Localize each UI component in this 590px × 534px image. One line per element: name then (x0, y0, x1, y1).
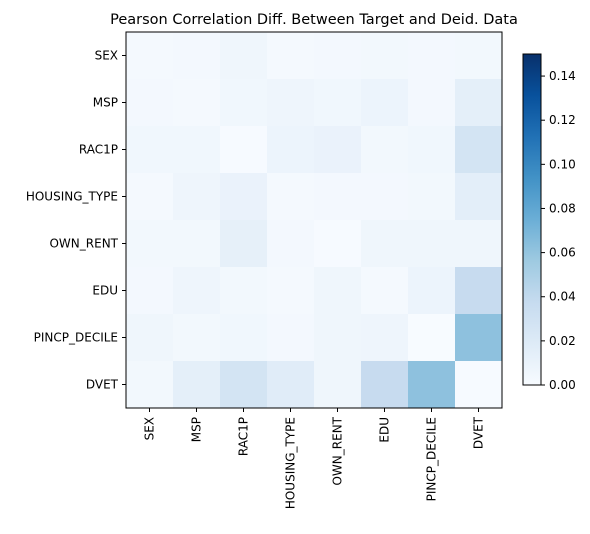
heatmap-cell (314, 126, 362, 174)
heatmap-cell (267, 361, 315, 409)
colorbar-frame (522, 53, 542, 386)
plot-frame (125, 31, 503, 409)
column-tick-label: OWN_RENT (331, 416, 345, 485)
row-tick-label: SEX (95, 49, 118, 63)
colorbar-tick-label: 0.02 (549, 334, 576, 348)
colorbar-tick-label: 0.00 (549, 378, 576, 392)
heatmap-cell (314, 79, 362, 127)
heatmap-cell (361, 32, 409, 80)
heatmap-cell (126, 32, 174, 80)
heatmap-cell (126, 361, 174, 409)
heatmap-cell (267, 126, 315, 174)
heatmap-cell (455, 126, 503, 174)
heatmap-cell (361, 267, 409, 315)
heatmap-cell (361, 79, 409, 127)
colorbar-tick-label: 0.06 (549, 246, 576, 260)
column-tick-label: MSP (190, 417, 204, 442)
row-tick-label: RAC1P (79, 143, 118, 157)
heatmap-cell (126, 267, 174, 315)
heatmap-cell (173, 314, 221, 362)
heatmap-cell (173, 32, 221, 80)
colorbar-tick-label: 0.12 (549, 113, 576, 127)
row-tick-label: HOUSING_TYPE (26, 190, 118, 204)
heatmap-cell (126, 126, 174, 174)
row-tick-labels: SEX MSP RAC1P HOUSING_TYPE OWN_RENT EDU PINCP_… (26, 49, 126, 392)
row-tick-label: PINCP_DECILE (34, 331, 118, 345)
row-tick-label: DVET (86, 378, 119, 392)
heatmap-cell (220, 220, 268, 268)
heatmap-cell (361, 314, 409, 362)
heatmap-cell (361, 220, 409, 268)
heatmap-cell (220, 32, 268, 80)
heatmap-cell (408, 361, 456, 409)
colorbar-tick-label: 0.04 (549, 290, 576, 304)
heatmap-cell (361, 173, 409, 221)
heatmap-cells (126, 32, 503, 409)
column-tick-label: PINCP_DECILE (425, 417, 439, 501)
heatmap-cell (173, 173, 221, 221)
colorbar-ticks: 0.00 0.02 0.04 0.06 0.08 0.10 0.12 0.14 (541, 69, 576, 392)
colorbar: 0.00 0.02 0.04 0.06 0.08 0.10 0.12 0.14 (522, 53, 576, 392)
heatmap-cell (408, 79, 456, 127)
heatmap-cell (267, 267, 315, 315)
heatmap-cell (455, 220, 503, 268)
heatmap-cell (455, 79, 503, 127)
heatmap-cell (173, 220, 221, 268)
row-tick-label: OWN_RENT (49, 237, 118, 251)
colorbar-gradient (523, 54, 541, 385)
heatmap-cell (220, 267, 268, 315)
heatmap-cell (220, 126, 268, 174)
column-tick-labels: SEX MSP RAC1P HOUSING_TYPE OWN_RENT EDU PINCP_… (143, 408, 486, 509)
heatmap-cell (314, 267, 362, 315)
heatmap-cell (220, 314, 268, 362)
column-tick-label: DVET (472, 416, 486, 449)
heatmap-cell (267, 79, 315, 127)
heatmap-cell (267, 220, 315, 268)
heatmap-cell (408, 267, 456, 315)
colorbar-tick-label: 0.14 (549, 69, 576, 83)
column-tick-label: EDU (378, 417, 392, 443)
heatmap-cell (408, 314, 456, 362)
column-tick-label: RAC1P (237, 417, 251, 456)
heatmap-cell (267, 173, 315, 221)
heatmap-cell (126, 314, 174, 362)
heatmap-cell (455, 361, 503, 409)
heatmap-cell (455, 32, 503, 80)
row-tick-label: MSP (93, 96, 118, 110)
heatmap-cell (314, 173, 362, 221)
heatmap-cell (314, 314, 362, 362)
heatmap-cell (408, 173, 456, 221)
heatmap-cell (455, 173, 503, 221)
heatmap-cell (173, 79, 221, 127)
column-tick-label: SEX (143, 417, 157, 440)
heatmap-cell (173, 361, 221, 409)
heatmap-cell (173, 267, 221, 315)
heatmap-cell (361, 126, 409, 174)
heatmap-cell (314, 361, 362, 409)
heatmap-cell (455, 314, 503, 362)
chart-title: Pearson Correlation Diff. Between Target… (110, 12, 518, 28)
heatmap-cell (173, 126, 221, 174)
heatmap-cell (126, 220, 174, 268)
heatmap-cell (455, 267, 503, 315)
colorbar-tick-label: 0.08 (549, 201, 576, 215)
heatmap-cell (408, 32, 456, 80)
column-tick-label: HOUSING_TYPE (284, 417, 298, 509)
heatmap-cell (126, 173, 174, 221)
heatmap-cell (267, 32, 315, 80)
heatmap-cell (314, 220, 362, 268)
heatmap-cell (267, 314, 315, 362)
colorbar-tick-label: 0.10 (549, 157, 576, 171)
row-tick-label: EDU (92, 284, 118, 298)
heatmap-cell (126, 79, 174, 127)
heatmap-cell (361, 361, 409, 409)
heatmap-cell (408, 126, 456, 174)
heatmap-cell (408, 220, 456, 268)
heatmap-cell (220, 361, 268, 409)
heatmap-cell (220, 173, 268, 221)
heatmap-cell (314, 32, 362, 80)
heatmap-cell (220, 79, 268, 127)
